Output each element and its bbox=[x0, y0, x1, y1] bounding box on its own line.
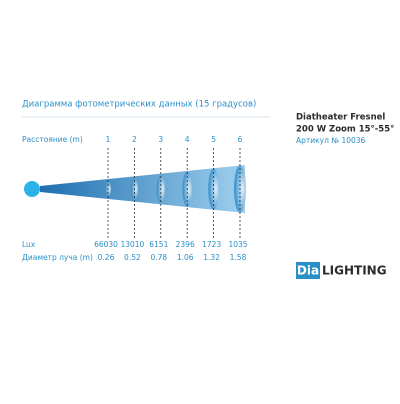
lux-value: 6151 bbox=[149, 240, 168, 249]
distance: 5 bbox=[211, 135, 216, 144]
logo-left: Dia bbox=[297, 264, 319, 278]
diameter-value: 1.32 bbox=[203, 253, 220, 262]
diameter-value: 0.52 bbox=[124, 253, 141, 262]
distance: 1 bbox=[106, 135, 111, 144]
beam bbox=[40, 165, 245, 213]
distance: 3 bbox=[158, 135, 163, 144]
columns: 1 66030 0.26 2 13010 0.52 3 6151 0.78 4 2396 1.06 5 1… bbox=[94, 135, 248, 262]
lux-value: 2396 bbox=[176, 240, 195, 249]
lux-value: 1035 bbox=[228, 240, 247, 249]
distance: 6 bbox=[238, 135, 243, 144]
distance: 4 bbox=[185, 135, 190, 144]
diameter-value: 1.06 bbox=[177, 253, 194, 262]
logo-box bbox=[296, 262, 320, 279]
lux-value: 13010 bbox=[120, 240, 144, 249]
distance: 2 bbox=[132, 135, 137, 144]
distance-label: Расстояние (m) bbox=[22, 135, 83, 144]
logo-right: LIGHTING bbox=[322, 264, 387, 278]
diameter-value: 1.58 bbox=[230, 253, 247, 262]
diameter-label: Диаметр луча (m) bbox=[22, 253, 93, 262]
product-article: Артикул № 10036 bbox=[296, 136, 366, 145]
diameter-value: 0.26 bbox=[98, 253, 115, 262]
lux-value: 1723 bbox=[202, 240, 221, 249]
lux-label: Lux bbox=[22, 240, 36, 249]
product-name: Diatheater Fresnel bbox=[296, 113, 385, 123]
title: Диаграмма фотометрических данных (15 гра… bbox=[22, 100, 256, 110]
lux-value: 66030 bbox=[94, 240, 118, 249]
diameter-value: 0.78 bbox=[150, 253, 167, 262]
product-model: 200 W Zoom 15°-55° bbox=[296, 125, 394, 135]
light-source bbox=[24, 181, 40, 197]
